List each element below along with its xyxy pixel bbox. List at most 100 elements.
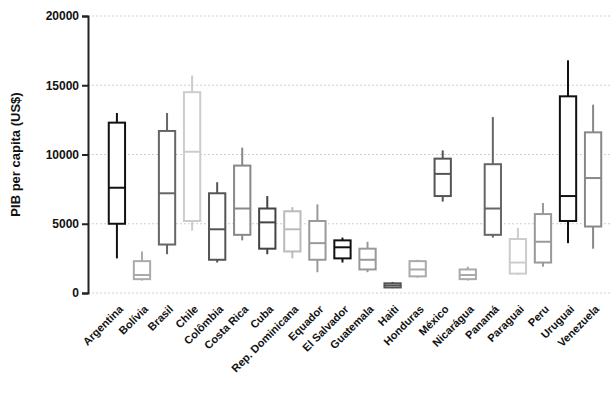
y-tick-label: 10000 [46, 148, 80, 162]
median [159, 192, 175, 194]
x-tick-label: Guatemala [328, 302, 377, 351]
median [359, 259, 375, 261]
box-group [510, 228, 526, 275]
box-group [334, 238, 350, 263]
box-group [209, 182, 225, 262]
box-group [460, 267, 476, 281]
upper-whisker [316, 204, 318, 221]
box [209, 193, 225, 259]
box [134, 261, 150, 279]
box [309, 221, 325, 260]
box-group [585, 105, 601, 249]
median [259, 221, 275, 223]
y-tick-mark [82, 85, 88, 87]
upper-whisker [517, 228, 519, 239]
median [560, 195, 576, 197]
box [485, 164, 501, 235]
y-tick: 20000 [46, 9, 88, 23]
box-group [384, 282, 400, 288]
y-tick: 15000 [46, 79, 88, 93]
x-tick: Guatemala [328, 302, 377, 351]
upper-whisker [116, 113, 118, 123]
median [384, 284, 400, 286]
x-axis: ArgentinaBolíviaBrasilChileColômbiaCosta… [80, 302, 602, 374]
box-group [234, 148, 250, 241]
upper-whisker [191, 76, 193, 93]
box-group [109, 113, 125, 258]
grid-line [88, 85, 610, 86]
lower-whisker [567, 221, 569, 243]
x-tick-label: Costa Rica [202, 302, 251, 351]
boxes [109, 60, 601, 288]
chart: 0 5000 10000 15000 20000 ArgentinaBolíviaBras… [0, 0, 613, 409]
lower-whisker [592, 227, 594, 249]
box-group [134, 251, 150, 280]
upper-whisker [166, 113, 168, 131]
median [585, 177, 601, 179]
median [460, 274, 476, 276]
grid-line [88, 293, 610, 294]
box [535, 214, 551, 262]
y-tick: 5000 [52, 217, 88, 231]
y-axis-title: PIB per capita (US$) [8, 92, 23, 216]
median [334, 246, 350, 248]
y-axis-line [82, 17, 89, 294]
y-tick-mark [82, 293, 88, 295]
x-tick: Costa Rica [202, 302, 251, 351]
box-group [485, 117, 501, 237]
upper-whisker [442, 150, 444, 158]
box [184, 92, 200, 221]
y-tick: 0 [72, 286, 88, 300]
median [284, 228, 300, 230]
x-tick-label: Venezuela [555, 302, 602, 349]
box [334, 240, 350, 258]
y-tick-label: 20000 [46, 9, 80, 23]
box [284, 211, 300, 251]
y-tick-label: 15000 [46, 79, 80, 93]
median [134, 274, 150, 276]
median [109, 187, 125, 189]
box-group [159, 113, 175, 254]
x-tick: Bolívia [116, 302, 151, 337]
lower-whisker [291, 251, 293, 258]
x-tick-label: Paraguai [485, 303, 526, 344]
median [485, 208, 501, 210]
lower-whisker [116, 224, 118, 259]
box [159, 131, 175, 245]
y-tick-label: 5000 [52, 217, 79, 231]
box [410, 261, 426, 276]
upper-whisker [141, 251, 143, 261]
y-tick-mark [82, 16, 88, 18]
box [259, 209, 275, 249]
median [209, 228, 225, 230]
box [460, 269, 476, 279]
upper-whisker [592, 105, 594, 133]
upper-whisker [542, 203, 544, 214]
x-tick: Paraguai [485, 303, 526, 344]
box-group [184, 76, 200, 231]
box [234, 166, 250, 235]
box-group [309, 204, 325, 272]
upper-whisker [241, 148, 243, 166]
box-group [410, 260, 426, 278]
box [109, 123, 125, 224]
lower-whisker [191, 221, 193, 231]
box-group [259, 196, 275, 254]
y-tick: 10000 [46, 148, 88, 162]
y-tick-label: 0 [72, 286, 79, 300]
grid-line [88, 16, 610, 17]
median [535, 241, 551, 243]
upper-whisker [492, 117, 494, 164]
upper-whisker [367, 242, 369, 249]
box [359, 249, 375, 270]
median [184, 151, 200, 153]
box [560, 96, 576, 221]
lower-whisker [166, 245, 168, 255]
x-tick-label: Brasil [145, 303, 175, 333]
box-group [359, 242, 375, 272]
x-tick: Brasil [145, 303, 175, 333]
y-axis: 0 5000 10000 15000 20000 [46, 9, 89, 300]
grid [88, 16, 610, 293]
box-group [535, 203, 551, 267]
x-tick-label: Bolívia [116, 302, 151, 337]
